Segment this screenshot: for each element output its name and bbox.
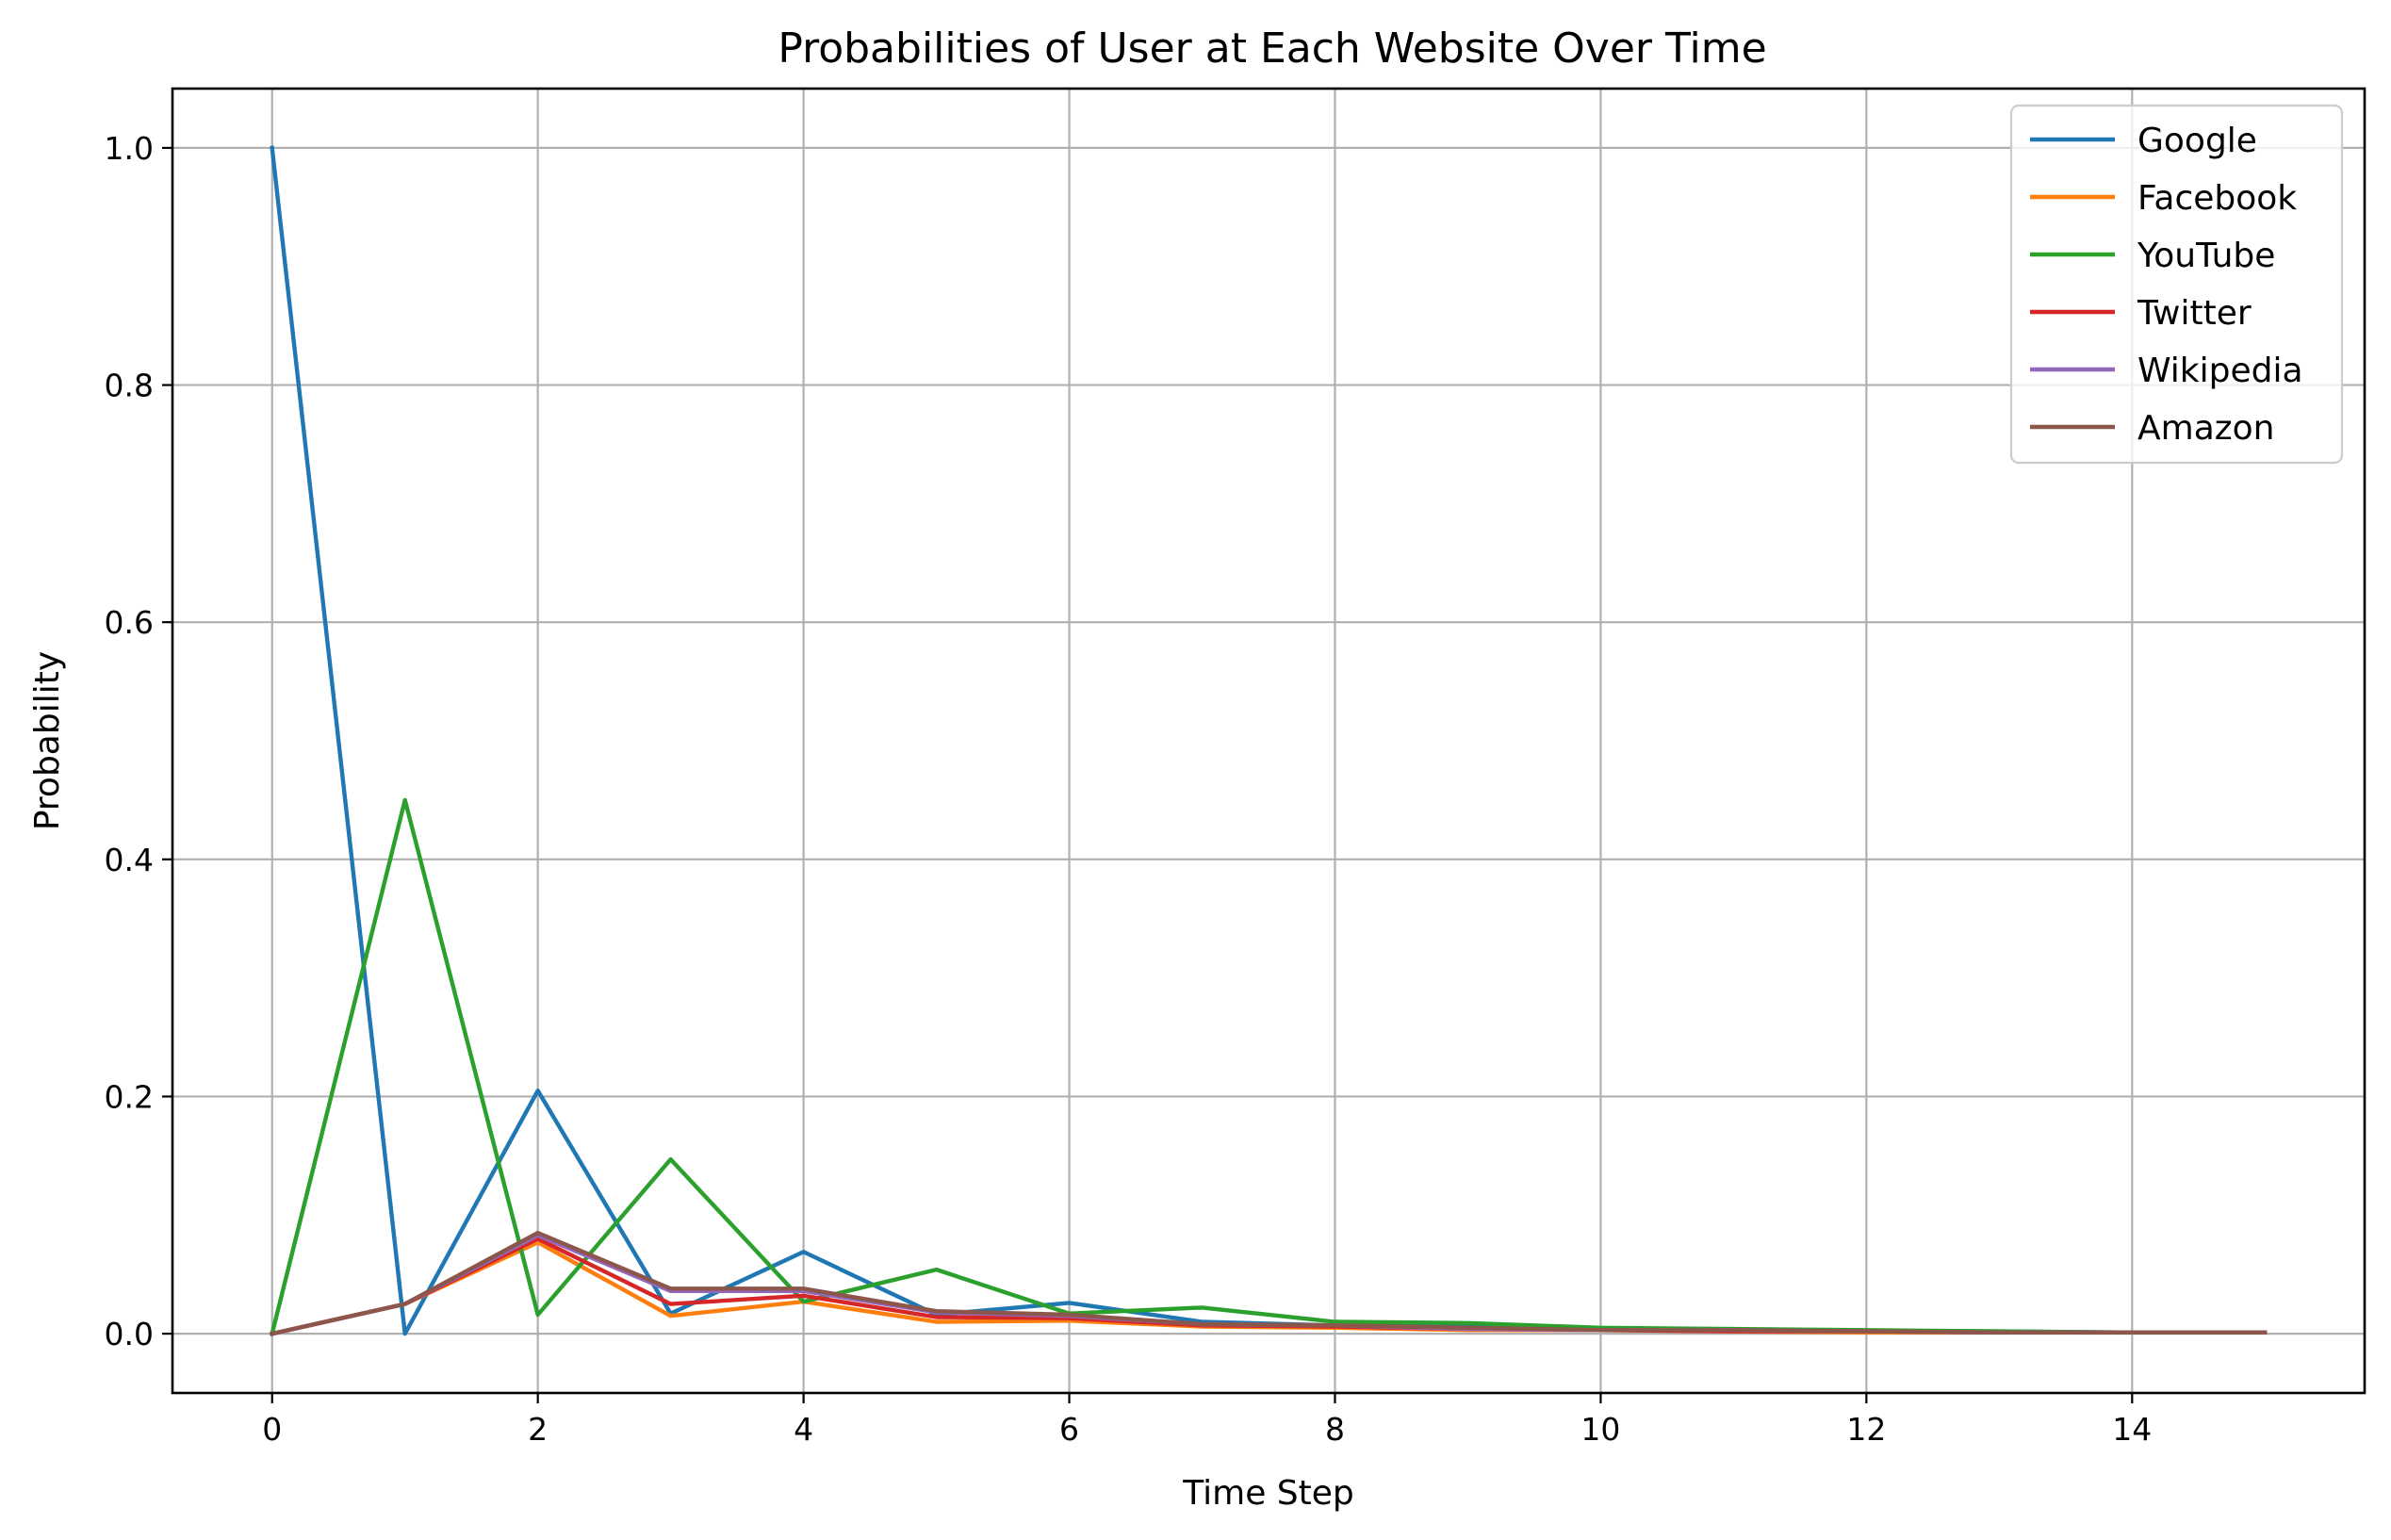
legend-label-twitter: Twitter [2137,294,2252,333]
legend-label-amazon: Amazon [2137,409,2275,448]
y-axis-ticks: 0.0 0.2 0.4 0.6 0.8 1.0 [105,130,172,1352]
x-tick-label: 10 [1580,1411,1620,1448]
series-line-amazon [270,1230,2268,1336]
legend-label-google: Google [2137,122,2257,160]
y-tick-label: 0.0 [105,1316,154,1352]
x-tick-label: 4 [794,1411,813,1448]
y-tick-label: 0.6 [105,604,154,641]
chart-title: Probabilities of User at Each Website Ov… [778,25,1766,73]
legend-label-wikipedia: Wikipedia [2137,352,2303,390]
x-tick-label: 12 [1846,1411,1886,1448]
x-axis-ticks: 0 2 4 6 8 10 12 14 [262,1393,2152,1448]
x-tick-label: 8 [1325,1411,1345,1448]
x-tick-label: 14 [2112,1411,2152,1448]
legend-box [2009,104,2344,465]
x-axis-label: Time Step [1182,1474,1354,1513]
plot-frame [171,87,2366,1395]
y-axis-label: Probability [28,651,67,830]
legend-label-youtube: YouTube [2137,237,2275,275]
x-tick-label: 2 [528,1411,548,1448]
y-tick-label: 1.0 [105,130,154,167]
y-tick-label: 0.8 [105,368,154,404]
legend: Google Facebook YouTube Twitter Wikipedia Ama… [2009,104,2344,465]
y-tick-label: 0.4 [105,842,154,878]
legend-label-facebook: Facebook [2137,179,2297,218]
y-tick-label: 0.2 [105,1078,154,1115]
series-lines [270,145,2268,1336]
x-tick-label: 0 [262,1411,282,1448]
x-tick-label: 6 [1059,1411,1079,1448]
